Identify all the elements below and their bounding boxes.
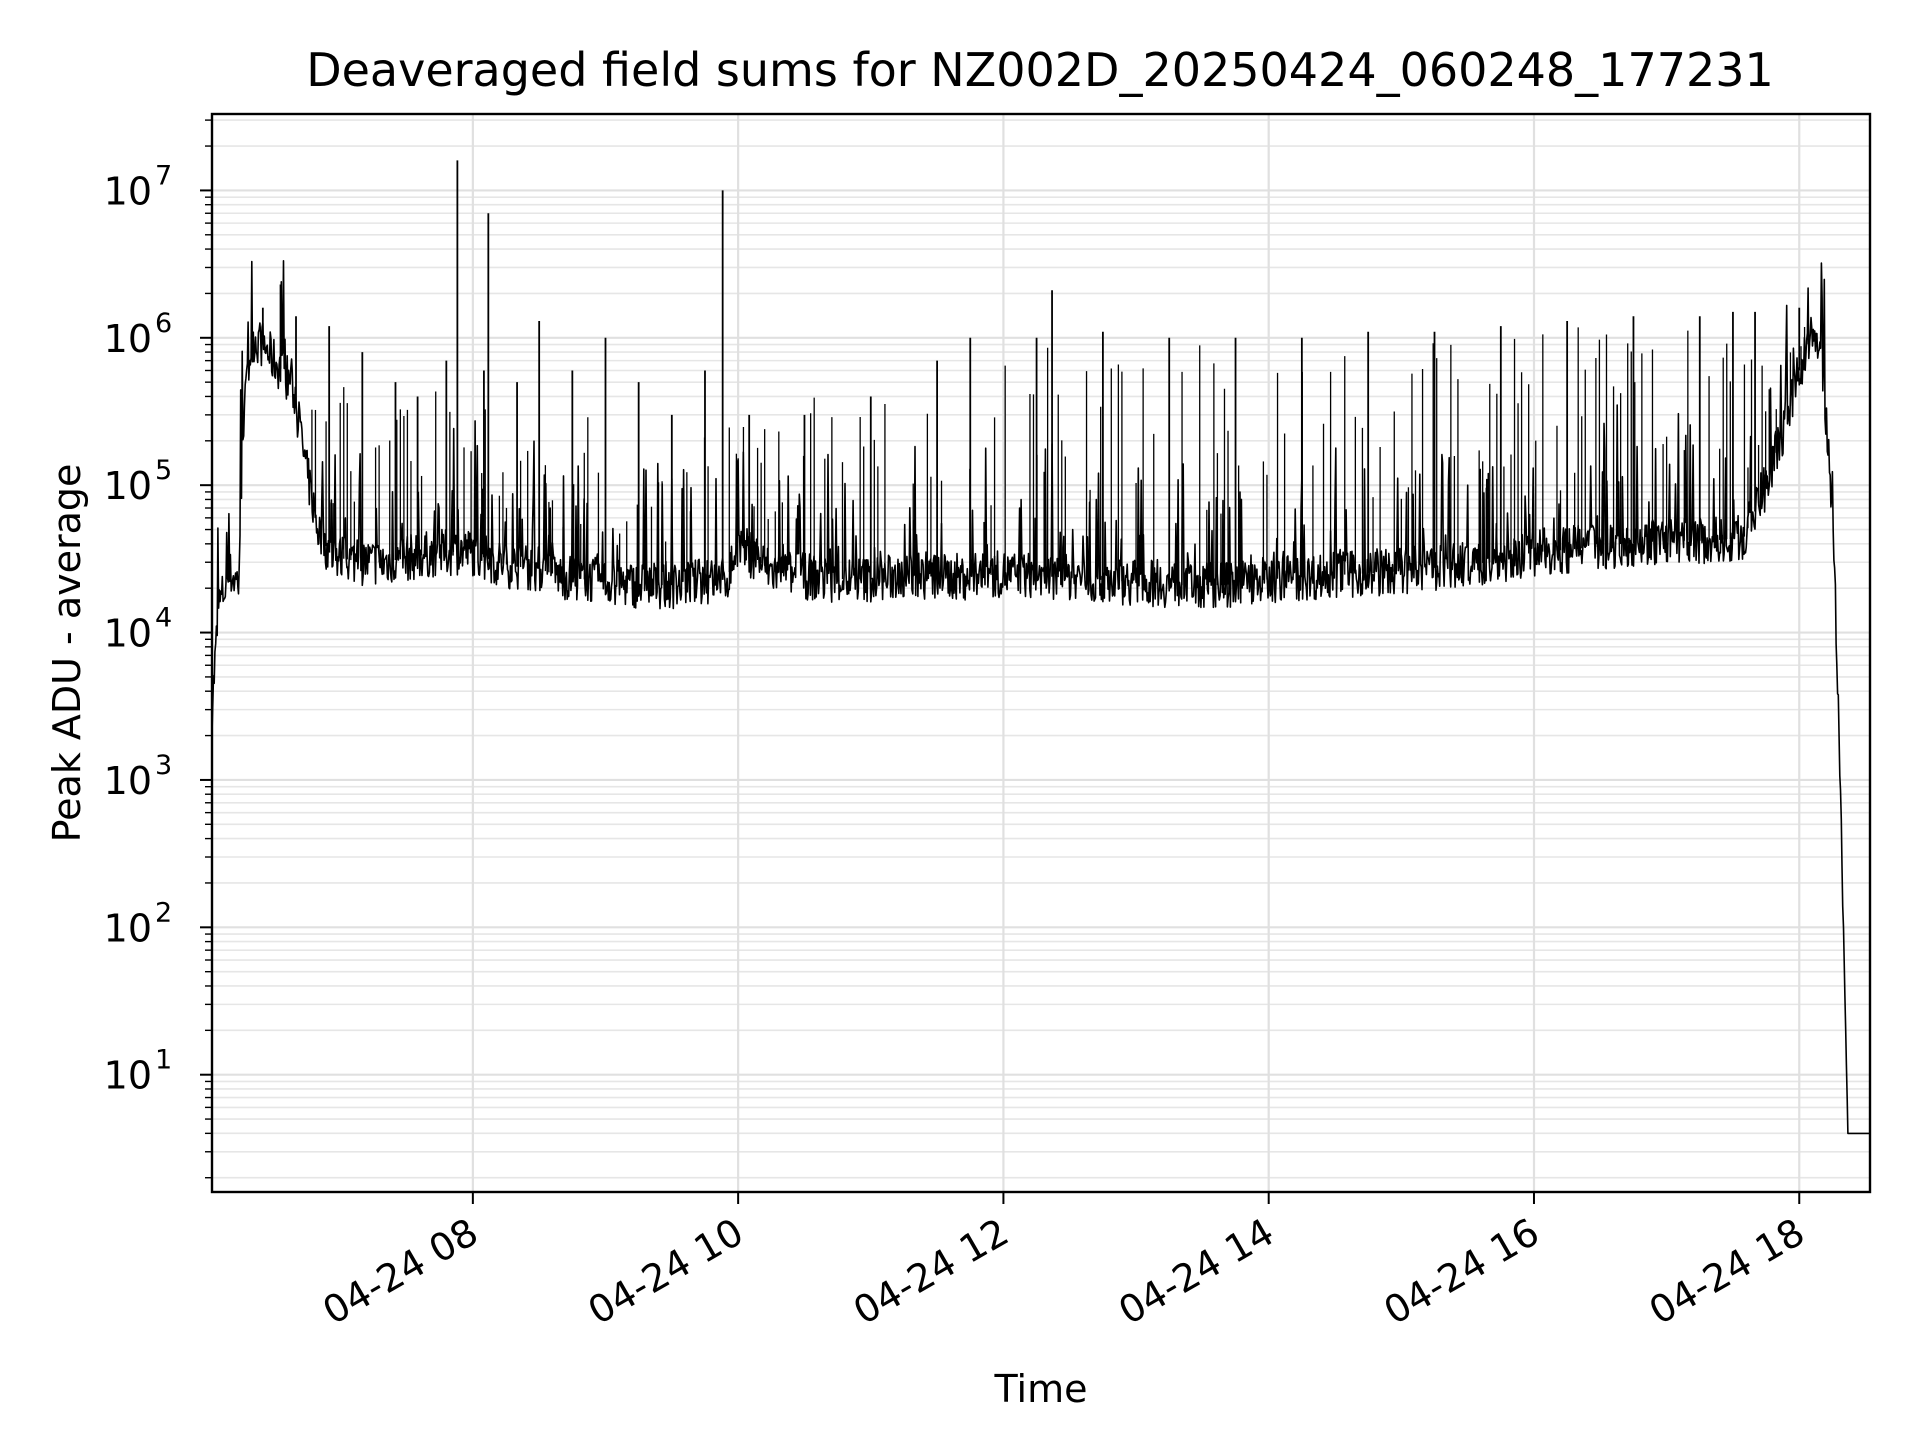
y-tick-label: 10 (104, 612, 152, 656)
series-line (211, 259, 1871, 1135)
y-tick-exponent: 4 (155, 603, 172, 634)
y-tick-exponent: 1 (155, 1045, 172, 1076)
y-axis-label: Peak ADU - average (45, 464, 89, 843)
plot-frame (210, 112, 1872, 1194)
y-tick-exponent: 2 (155, 897, 172, 928)
y-tick-label: 10 (104, 759, 152, 803)
x-axis-label: Time (994, 1367, 1088, 1411)
grid (212, 114, 1870, 1192)
y-tick-label: 10 (104, 1054, 152, 1098)
y-tick-label: 10 (104, 169, 152, 213)
y-tick-label: 10 (104, 317, 152, 361)
y-tick-exponent: 6 (155, 308, 172, 339)
y-tick-exponent: 3 (155, 750, 172, 781)
chart-title: Deaveraged field sums for NZ002D_2025042… (306, 43, 1774, 97)
y-tick-label: 10 (104, 906, 152, 950)
y-tick-exponent: 7 (155, 160, 172, 191)
y-tick-exponent: 5 (155, 455, 172, 486)
plot-data (211, 160, 1871, 1135)
y-tick-label: 10 (104, 464, 152, 508)
